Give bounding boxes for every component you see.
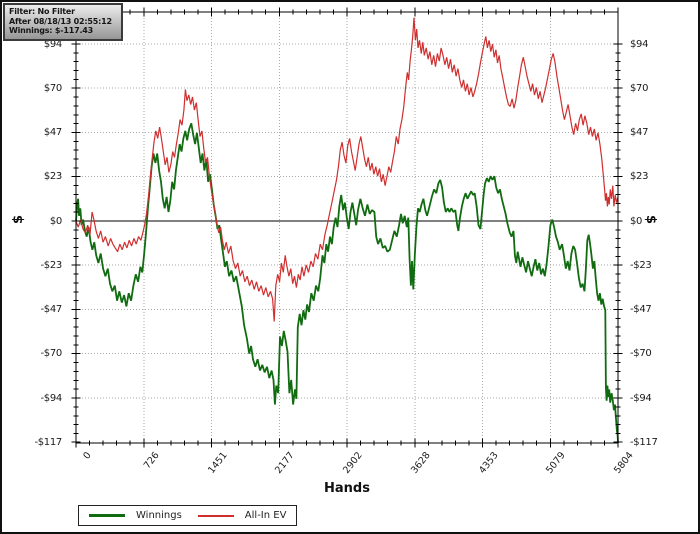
y-tick-label-right: -$94 <box>630 392 652 404</box>
x-axis-title: Hands <box>324 481 370 496</box>
y-tick-label-left: $0 <box>49 215 62 227</box>
info-filter-line: Filter: No Filter <box>9 7 75 16</box>
info-winnings-line: Winnings: $-117.43 <box>9 26 94 35</box>
legend-swatch <box>197 514 234 517</box>
y-tick-label-right: $94 <box>630 38 649 50</box>
y-tick-label-right: $0 <box>630 215 643 227</box>
y-tick-label-left: -$47 <box>40 304 63 316</box>
y-tick-label-left: -$23 <box>40 259 63 271</box>
y-tick-label-right: -$23 <box>630 259 652 271</box>
y-axis-title-right: $ <box>643 214 659 225</box>
y-tick-label-right: -$47 <box>630 304 652 316</box>
legend-swatch <box>89 514 125 517</box>
legend-label: Winnings <box>136 510 182 521</box>
y-tick-label-right: -$70 <box>630 348 652 360</box>
series-line-winnings <box>75 122 619 444</box>
y-tick-label-left: $94 <box>43 38 62 50</box>
y-tick-label-left: -$70 <box>40 348 63 360</box>
y-tick-label-right: -$117 <box>630 436 658 448</box>
legend-item-all-in-ev: All-In EV <box>197 510 287 521</box>
y-tick-label-left: $23 <box>43 171 62 183</box>
y-tick-label-left: $47 <box>43 127 62 139</box>
legend: Winnings All-In EV <box>78 505 298 526</box>
series-line-all-in-ev <box>75 17 619 322</box>
legend-label: All-In EV <box>244 510 287 521</box>
info-box: Filter: No Filter After 08/18/13 02:55:1… <box>3 3 123 41</box>
y-tick-label-left: -$117 <box>34 436 62 448</box>
y-tick-label-right: $47 <box>630 127 649 139</box>
y-tick-label-right: $70 <box>630 82 649 94</box>
y-axis-title-left: $ <box>11 214 27 225</box>
y-tick-label-left: -$94 <box>40 392 63 404</box>
y-tick-label-right: $23 <box>630 171 649 183</box>
legend-item-winnings: Winnings <box>89 510 182 521</box>
info-after-line: After 08/18/13 02:55:12 <box>9 16 112 26</box>
y-tick-label-left: $70 <box>43 82 62 94</box>
